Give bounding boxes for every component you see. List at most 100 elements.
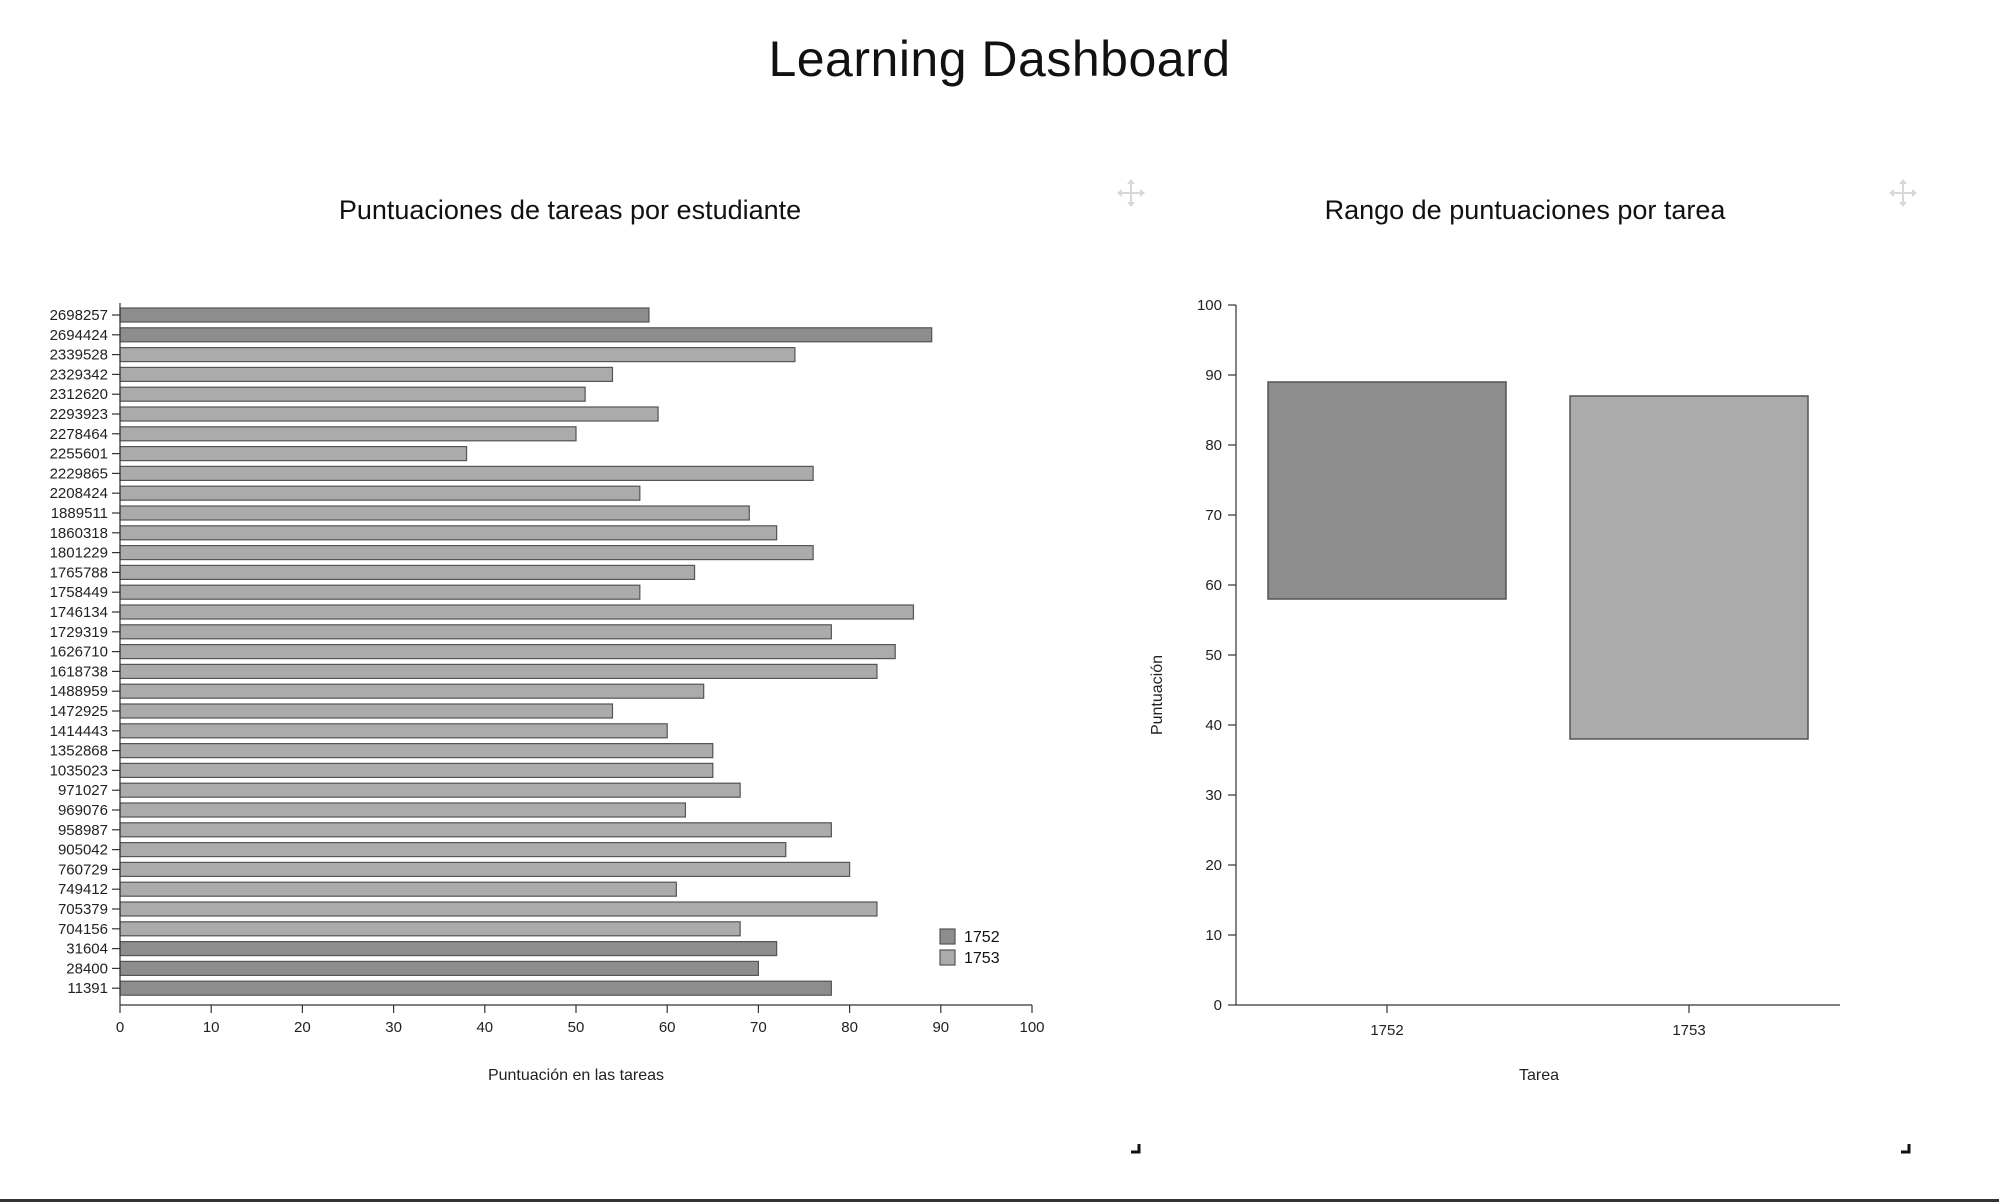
- scores-by-student-title: Puntuaciones de tareas por estudiante: [338, 195, 802, 225]
- y-tick-label: 971027: [58, 782, 108, 799]
- x-tick-label: 80: [841, 1019, 858, 1036]
- move-icon[interactable]: [1116, 178, 1146, 208]
- bar: [119, 980, 832, 996]
- y-tick-label: 905042: [58, 842, 108, 859]
- bar: [119, 366, 614, 382]
- y-tick-label: 11391: [67, 980, 108, 997]
- bar: [119, 406, 659, 422]
- bar: [119, 703, 614, 719]
- x-tick-label: 100: [1019, 1019, 1044, 1036]
- y-tick-label: 31604: [66, 941, 108, 958]
- bar: [119, 485, 641, 501]
- y-tick-label: 749412: [58, 881, 108, 898]
- x-tick-label: 30: [385, 1019, 402, 1036]
- x-tick-label: 90: [932, 1019, 949, 1036]
- x-tick-label: 60: [659, 1019, 676, 1036]
- x-tick-label: 20: [294, 1019, 311, 1036]
- y-tick-label: 30: [1205, 787, 1222, 804]
- y-tick-label: 10: [1205, 927, 1222, 944]
- bar: [119, 525, 778, 541]
- y-tick-label: 0: [1214, 997, 1222, 1014]
- bar: [119, 802, 687, 818]
- y-tick-label: 1729319: [50, 624, 108, 641]
- bar: [119, 861, 851, 878]
- bar: [119, 604, 915, 620]
- bar: [119, 940, 778, 957]
- bar: [119, 584, 641, 600]
- bar: [119, 327, 933, 343]
- bar: [119, 782, 741, 798]
- x-tick-label: 10: [203, 1019, 220, 1036]
- x-tick-label: 50: [568, 1019, 585, 1036]
- y-tick-label: 760729: [58, 861, 108, 878]
- bar: [119, 446, 468, 462]
- y-tick-label: 2339528: [50, 347, 108, 364]
- scores-by-student-chart: 2698257 2694424 2339528 2329342 2312620 22939…: [50, 303, 1045, 1084]
- range-bar: [1569, 395, 1809, 740]
- score-range-title: Rango de puntuaciones por tarea: [1324, 195, 1726, 225]
- legend-label: 1753: [964, 950, 1000, 967]
- y-tick-label: 1626710: [50, 644, 108, 661]
- y-tick-label: 28400: [66, 960, 108, 977]
- bar: [119, 644, 896, 660]
- y-tick-label: 2698257: [50, 307, 108, 324]
- y-tick-label: 2255601: [50, 446, 108, 463]
- x-tick-label: 0: [116, 1019, 124, 1036]
- bar: [119, 683, 705, 699]
- y-tick-label: 2278464: [50, 426, 108, 443]
- y-tick-label: 705379: [58, 901, 108, 918]
- y-tick-label: 1352868: [50, 743, 108, 760]
- y-tick-label: 2229865: [50, 465, 108, 482]
- y-tick-label: 90: [1205, 367, 1222, 384]
- y-tick-label: 60: [1205, 577, 1222, 594]
- y-axis-label: Puntuación: [1149, 655, 1166, 735]
- y-tick-label: 1860318: [50, 525, 108, 542]
- x-tick-label: 1753: [1672, 1022, 1705, 1039]
- score-range-panel: Rango de puntuaciones por tarea 0 10 20 30 4…: [1140, 170, 1917, 1170]
- y-tick-label: 2329342: [50, 366, 108, 383]
- legend: 1752 1753: [939, 928, 1000, 967]
- bar: [119, 881, 677, 897]
- bar: [119, 762, 714, 779]
- bar: [119, 841, 787, 858]
- y-tick-label: 20: [1205, 857, 1222, 874]
- x-tick-label: 1752: [1370, 1022, 1403, 1039]
- bar: [119, 307, 650, 323]
- x-axis-label: Puntuación en las tareas: [488, 1067, 664, 1084]
- y-tick-label: 1618738: [50, 663, 108, 680]
- bar: [119, 386, 586, 402]
- bar: [119, 465, 814, 481]
- page-title: Learning Dashboard: [768, 31, 1231, 87]
- legend-swatch: [939, 928, 956, 945]
- bar: [119, 723, 668, 739]
- bar: [119, 624, 832, 640]
- x-tick-label: 40: [476, 1019, 493, 1036]
- y-tick-label: 1488959: [50, 683, 108, 700]
- y-tick-label: 2694424: [50, 327, 108, 344]
- bar: [119, 564, 696, 580]
- bar: [119, 505, 750, 521]
- y-tick-label: 100: [1197, 297, 1222, 314]
- legend-label: 1752: [964, 929, 1000, 946]
- y-tick-label: 50: [1205, 647, 1222, 664]
- y-tick-label: 1801229: [50, 545, 108, 562]
- y-tick-label: 1035023: [50, 762, 108, 779]
- y-tick-label: 2208424: [50, 485, 108, 502]
- move-icon[interactable]: [1888, 178, 1918, 208]
- bar: [119, 426, 577, 442]
- legend-swatch: [939, 949, 956, 966]
- y-tick-label: 969076: [58, 802, 108, 819]
- resize-corner-icon[interactable]: [1899, 1142, 1911, 1154]
- y-tick-label: 1472925: [50, 703, 108, 720]
- y-tick-label: 80: [1205, 437, 1222, 454]
- y-tick-label: 70: [1205, 507, 1222, 524]
- resize-corner-icon[interactable]: [1129, 1142, 1141, 1154]
- y-tick-label: 1758449: [50, 584, 108, 601]
- range-bar: [1267, 381, 1507, 600]
- x-axis-label: Tarea: [1519, 1067, 1559, 1084]
- y-tick-label: 2293923: [50, 406, 108, 423]
- y-tick-label: 1414443: [50, 723, 108, 740]
- y-tick-label: 1746134: [50, 604, 108, 621]
- bar: [119, 663, 878, 679]
- score-range-chart: 0 10 20 30 40 50 60 70 80 90 100 1752 1753 Tarea Pu…: [1149, 297, 1840, 1084]
